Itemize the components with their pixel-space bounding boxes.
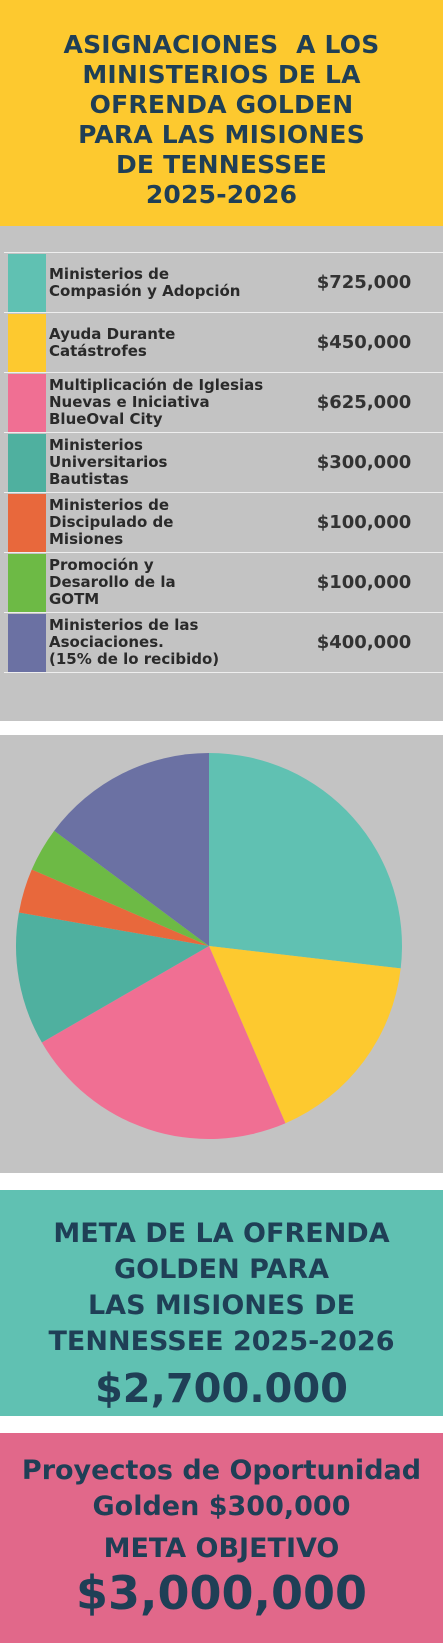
allocation-label: Ministerios Universitarios Bautistas	[49, 433, 289, 492]
allocation-amount: $300,000	[316, 452, 412, 473]
allocation-label: Ministerios de Compasión y Adopción	[49, 253, 289, 312]
allocation-label-line: Ministerios de	[49, 496, 170, 514]
title-year: 2025-2026	[145, 180, 298, 209]
allocation-label-line: Ayuda Durante	[49, 324, 176, 343]
allocation-label-line: Nuevas e Iniciativa	[49, 393, 210, 411]
allocation-row: Multiplicación de Iglesias Nuevas e Inici…	[4, 372, 443, 432]
allocation-row: Ministerios de Compasión y Adopción $725,0…	[4, 252, 443, 312]
goal-amount: $2,700.000	[94, 1366, 349, 1412]
allocation-label-line: Ministerios	[49, 436, 143, 454]
color-swatch	[8, 314, 46, 372]
color-swatch	[8, 494, 46, 552]
goal-title-line-2: GOLDEN PARA	[113, 1254, 330, 1285]
pie-slice	[31, 830, 210, 946]
allocation-row: Ayuda Durante Catástrofes $450,000	[4, 312, 443, 372]
allocation-label-line: Discipulado de	[49, 513, 174, 531]
pie-slice	[54, 753, 210, 946]
title-line-5: DE TENNESSEE	[115, 150, 328, 179]
allocation-label-line: Ministerios de las	[49, 616, 199, 634]
goal-section: META DE LA OFRENDA GOLDEN PARA LAS MISIO…	[0, 1190, 443, 1416]
pie-chart	[15, 753, 402, 1139]
allocation-label-line: (15% de lo recibido)	[49, 650, 220, 668]
allocation-label-line: Bautistas	[49, 470, 129, 488]
allocation-amount: $400,000	[316, 632, 412, 653]
title-line-2: MINISTERIOS DE LA	[82, 60, 361, 89]
allocation-amount: $100,000	[316, 512, 412, 533]
allocation-row: Ministerios de las Asociaciones. (15% de l…	[4, 612, 443, 673]
pie-chart-panel	[0, 735, 443, 1173]
target-goal-amount: $3,000,000	[75, 1566, 367, 1620]
allocation-row: Ministerios de Discipulado de Misiones $100…	[4, 492, 443, 552]
allocation-amount: $450,000	[316, 332, 412, 353]
title-line-4: PARA LAS MISIONES	[78, 120, 365, 149]
goal-title-line-1: META DE LA OFRENDA	[53, 1218, 390, 1249]
allocation-label-line: Compasión y Adopción	[49, 281, 241, 300]
allocation-label-line: Ministerios de	[49, 264, 170, 283]
pie-slice	[18, 869, 210, 946]
allocations-table: Ministerios de Compasión y Adopción $725,0…	[0, 226, 443, 721]
pie-slice	[209, 946, 401, 1124]
header-banner: ASIGNACIONES A LOS MINISTERIOS DE LA OFR…	[0, 0, 443, 226]
projects-line-1: Proyectos de Oportunidad	[21, 1455, 422, 1486]
color-swatch	[8, 434, 46, 492]
projects-line-2: Golden $300,000	[92, 1491, 351, 1522]
allocation-label: Ministerios de las Asociaciones. (15% de l…	[49, 613, 289, 672]
color-swatch	[8, 374, 46, 432]
color-swatch	[8, 554, 46, 612]
allocation-label-line: GOTM	[49, 590, 100, 608]
pie-slice	[15, 912, 210, 1043]
allocation-amount: $100,000	[316, 572, 412, 593]
allocation-amount: $625,000	[316, 392, 412, 413]
allocation-label-line: Catástrofes	[49, 341, 147, 360]
goal-title-line-4: TENNESSEE 2025-2026	[48, 1326, 395, 1357]
title-line-3: OFRENDA GOLDEN	[89, 90, 354, 119]
allocation-label-line: Promoción y	[49, 556, 154, 574]
pie-slice	[209, 753, 402, 969]
allocation-label: Promoción y Desarollo de la GOTM	[49, 553, 289, 612]
color-swatch	[8, 614, 46, 672]
allocation-row: Promoción y Desarollo de la GOTM $100,000	[4, 552, 443, 612]
color-swatch	[8, 254, 46, 312]
allocation-label-line: Misiones	[49, 530, 124, 548]
allocation-label: Ministerios de Discipulado de Misiones	[49, 493, 289, 552]
target-goal-label: META OBJETIVO	[103, 1533, 340, 1564]
allocation-label: Ayuda Durante Catástrofes	[49, 313, 289, 372]
allocation-amount: $725,000	[316, 272, 412, 293]
pie-slice	[41, 946, 286, 1139]
allocation-label-line: BlueOval City	[49, 410, 163, 428]
title-line-1: ASIGNACIONES A LOS	[63, 30, 380, 59]
allocation-rows: Ministerios de Compasión y Adopción $725,0…	[4, 252, 443, 673]
allocation-label-line: Asociaciones.	[49, 633, 164, 651]
allocation-row: Ministerios Universitarios Bautistas $300,0…	[4, 432, 443, 492]
allocation-label-line: Universitarios	[49, 453, 168, 471]
goal-title-line-3: LAS MISIONES DE	[87, 1290, 356, 1321]
projects-section: Proyectos de Oportunidad Golden $300,000…	[0, 1433, 443, 1643]
allocation-label-line: Desarollo de la	[49, 573, 176, 591]
allocation-label-line: Multiplicación de Iglesias	[49, 376, 264, 394]
allocation-label: Multiplicación de Iglesias Nuevas e Inici…	[49, 373, 289, 432]
